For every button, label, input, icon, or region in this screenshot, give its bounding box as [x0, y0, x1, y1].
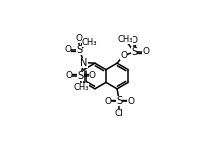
- Text: S: S: [131, 47, 137, 57]
- Text: S: S: [116, 96, 122, 106]
- Text: S: S: [77, 71, 83, 81]
- Text: O: O: [89, 71, 96, 80]
- Text: S: S: [76, 45, 82, 55]
- Text: O: O: [121, 51, 128, 60]
- Text: O: O: [142, 47, 149, 56]
- Text: CH₃: CH₃: [73, 83, 89, 92]
- Text: CH₃: CH₃: [118, 35, 133, 44]
- Text: CH₃: CH₃: [82, 38, 97, 47]
- Text: O: O: [104, 97, 111, 106]
- Text: N: N: [80, 58, 88, 67]
- Text: O: O: [131, 36, 138, 45]
- Text: O: O: [65, 71, 72, 80]
- Text: Cl: Cl: [115, 109, 124, 118]
- Text: O: O: [64, 45, 71, 54]
- Text: O: O: [76, 34, 83, 43]
- Text: O: O: [128, 97, 135, 106]
